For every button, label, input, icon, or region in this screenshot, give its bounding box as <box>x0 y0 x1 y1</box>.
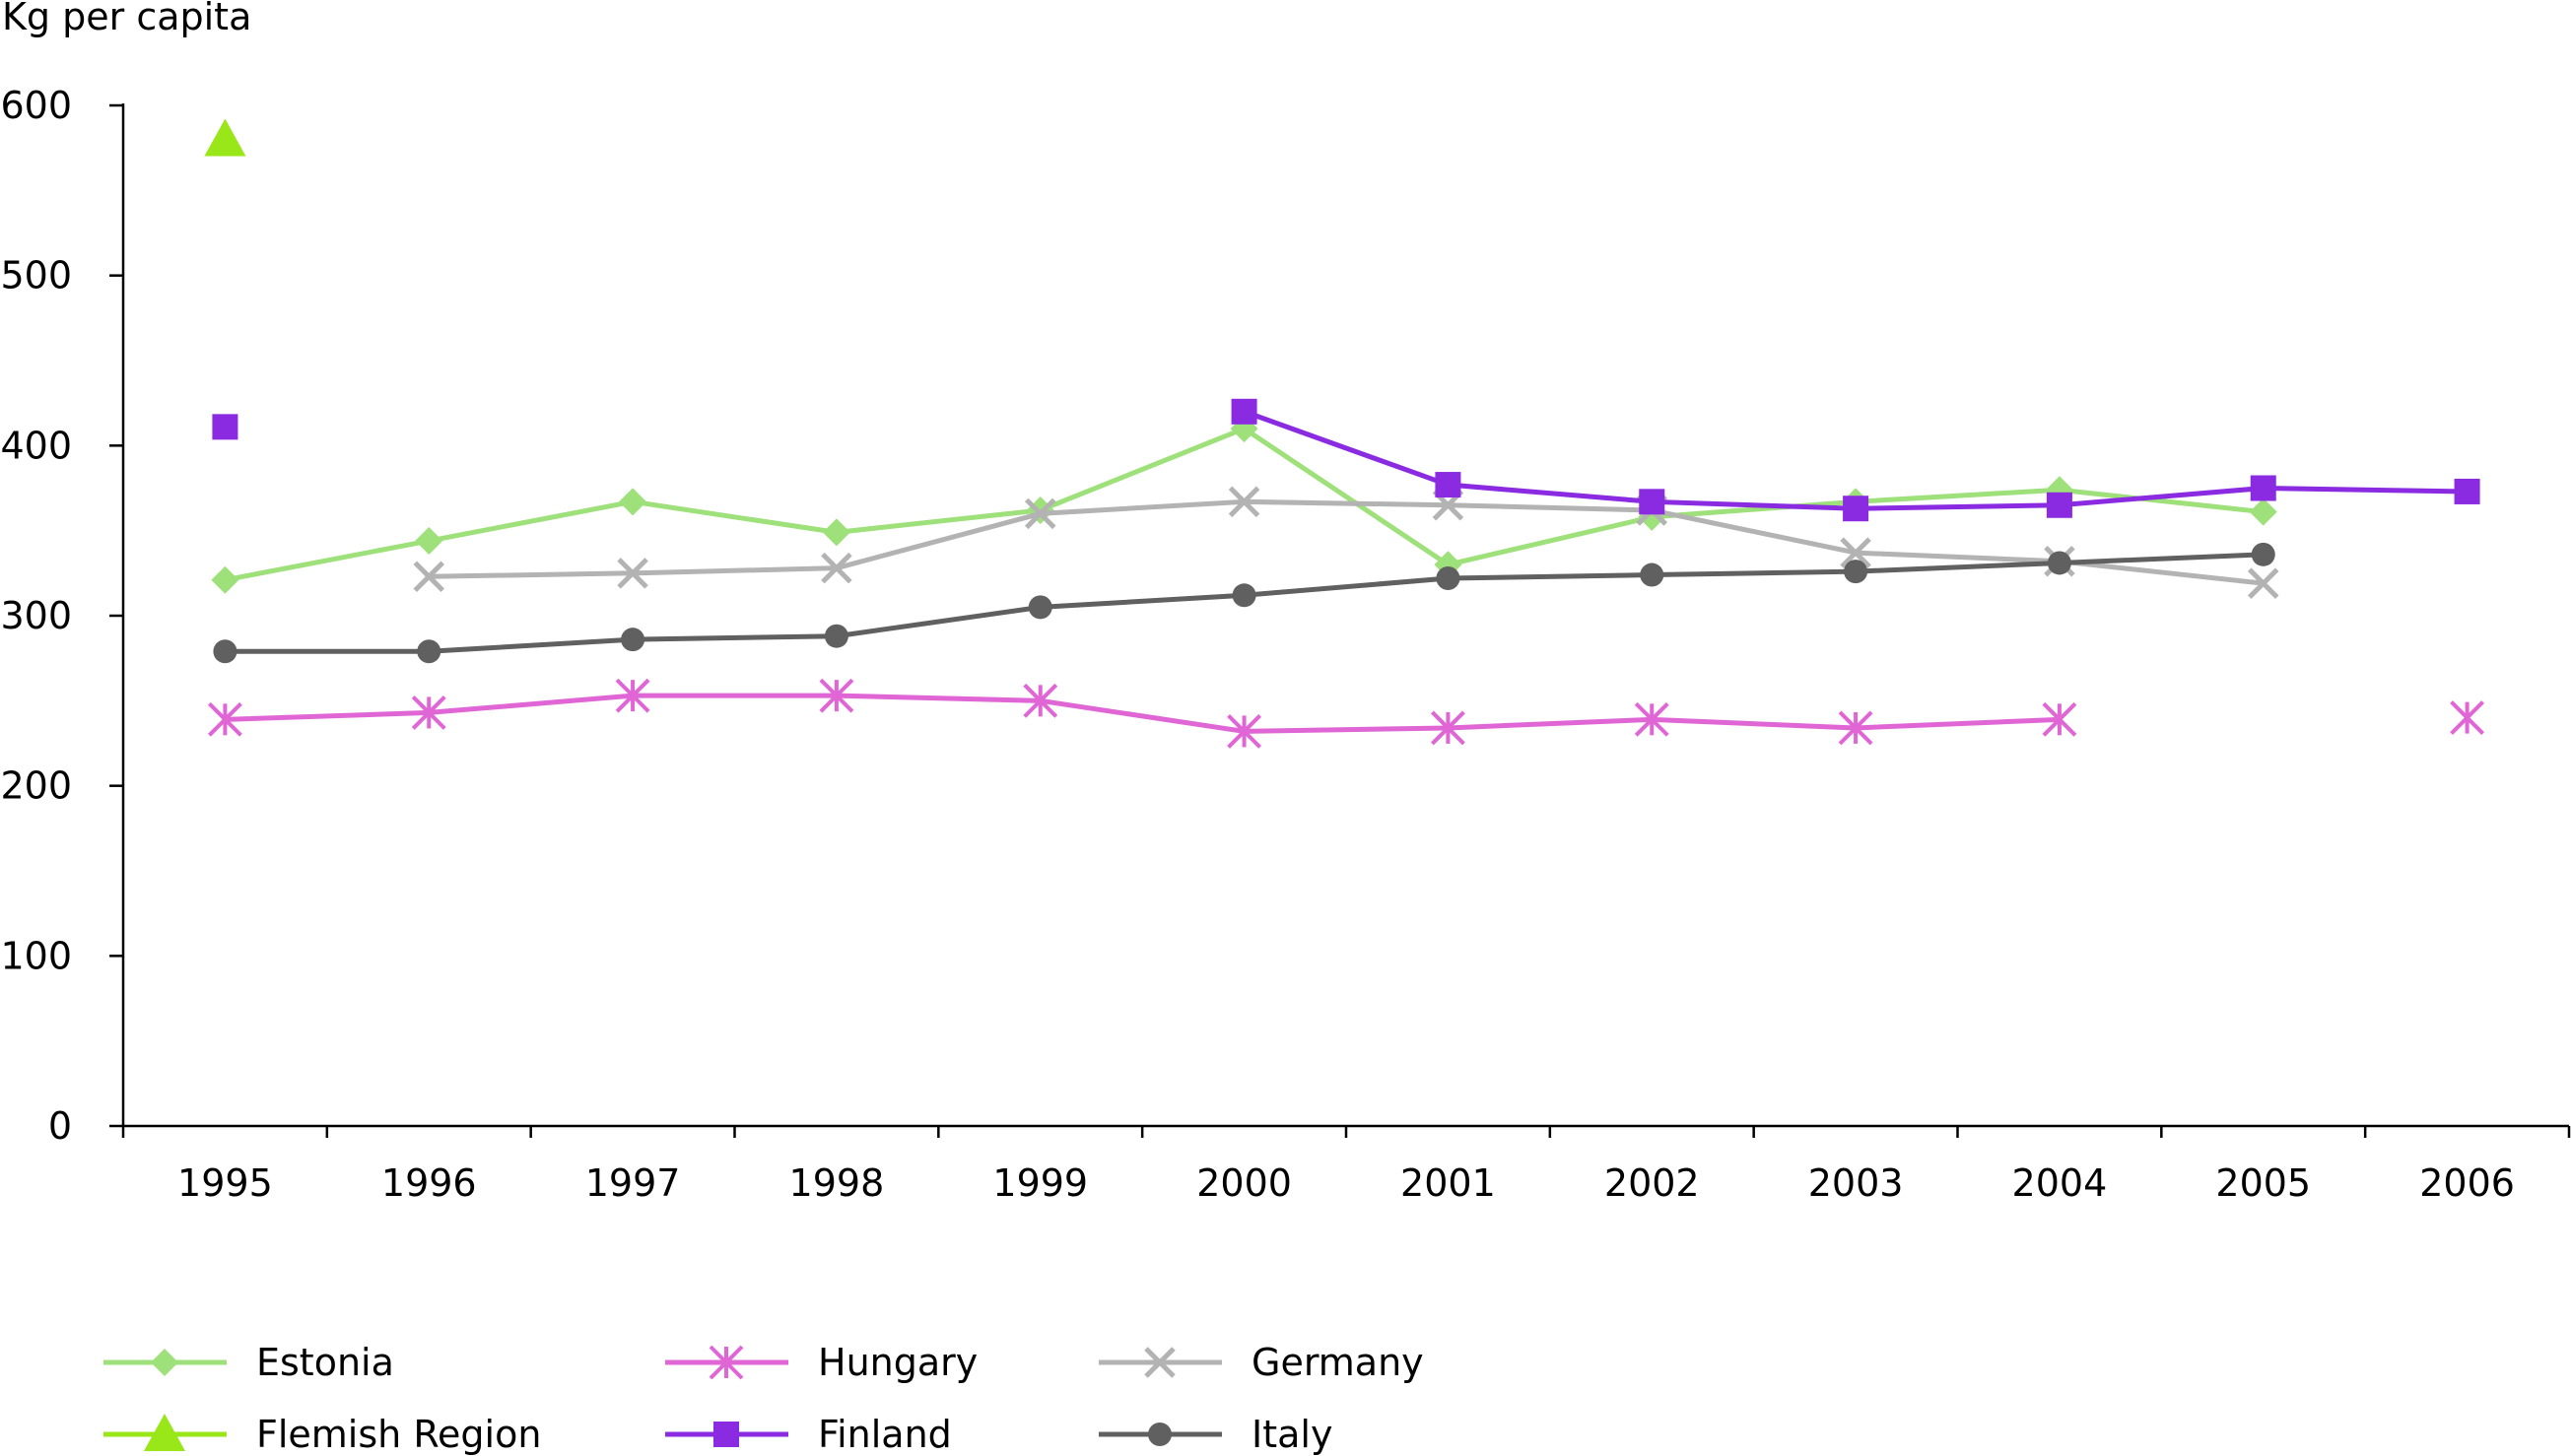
data-point-italy <box>2252 543 2275 566</box>
x-tick-label: 2006 <box>2419 1161 2515 1205</box>
legend-item-estonia: Estonia <box>103 1341 394 1384</box>
x-tick-label: 2000 <box>1196 1161 1292 1205</box>
series-flemish-region <box>204 119 245 157</box>
series-line-hungary <box>225 695 2060 731</box>
y-axis-title: Kg per capita <box>2 0 251 38</box>
legend-item-finland: Finland <box>665 1413 952 1456</box>
legend-marker <box>151 1349 178 1376</box>
data-point-finland <box>2047 493 2072 518</box>
legend-label: Hungary <box>818 1341 978 1384</box>
legend-label: Estonia <box>256 1341 394 1384</box>
x-tick-label: 1999 <box>992 1161 1088 1205</box>
data-point-finland <box>2455 479 2480 504</box>
series-italy <box>213 543 2274 663</box>
data-point-italy <box>417 639 440 663</box>
y-tick-label: 600 <box>0 84 72 127</box>
legend-label: Germany <box>1252 1341 1424 1384</box>
series-hungary <box>209 680 2482 747</box>
data-point-estonia <box>619 488 646 515</box>
legend: Estonia Hungary Germany Flemish Region Finla… <box>103 1341 1424 1456</box>
data-point-finland <box>212 414 237 439</box>
data-point-estonia <box>211 566 238 594</box>
legend-marker <box>713 1422 739 1447</box>
x-tick-label: 2004 <box>2012 1161 2108 1205</box>
data-point-finland <box>1435 472 1460 497</box>
y-axis-ticks: 0 100 200 300 400 500 600 <box>0 84 123 1148</box>
legend-label: Finland <box>818 1413 952 1456</box>
legend-label: Flemish Region <box>256 1413 541 1456</box>
data-point-italy <box>1436 566 1459 590</box>
chart: Kg per capita 0100200300400500600 1995 19… <box>0 0 2571 1456</box>
y-tick-label: 300 <box>0 594 72 637</box>
data-point-italy <box>1233 583 1256 607</box>
data-point-estonia <box>415 527 442 555</box>
series-layer <box>204 119 2482 748</box>
data-point-italy <box>213 639 237 663</box>
x-tick-label: 1995 <box>177 1161 273 1205</box>
y-tick-label: 500 <box>0 254 72 298</box>
legend-marker <box>1148 1423 1172 1446</box>
x-axis-ticks: 1995 1996 1997 1998 1999 2000 2001 2002 2003 2004… <box>123 1126 2569 1205</box>
data-point-estonia <box>823 518 850 546</box>
legend-item-germany: Germany <box>1099 1341 1424 1384</box>
x-tick-label: 2001 <box>1400 1161 1496 1205</box>
data-point-italy <box>1640 563 1663 587</box>
data-point-estonia <box>2250 498 2277 526</box>
y-tick-label: 200 <box>0 764 72 808</box>
legend-item-italy: Italy <box>1099 1413 1332 1456</box>
data-point-italy <box>1844 560 1867 583</box>
data-point-finland <box>1843 496 1868 521</box>
data-point-finland <box>1639 489 1664 514</box>
axes <box>123 103 2569 1126</box>
legend-item-hungary: Hungary <box>665 1341 978 1384</box>
data-point-finland <box>1232 399 1257 425</box>
legend-item-flemish-region: Flemish Region <box>103 1413 541 1456</box>
x-tick-label: 2005 <box>2215 1161 2311 1205</box>
x-tick-label: 1996 <box>381 1161 477 1205</box>
data-point-flemish-region <box>204 119 245 157</box>
data-point-finland <box>2251 476 2276 501</box>
x-tick-label: 2002 <box>1604 1161 1700 1205</box>
data-point-italy <box>825 625 848 648</box>
legend-label: Italy <box>1252 1413 1332 1456</box>
data-point-italy <box>2048 551 2071 574</box>
data-point-italy <box>621 628 644 651</box>
data-point-hungary <box>2452 702 2483 734</box>
x-tick-label: 2003 <box>1808 1161 1904 1205</box>
x-tick-label: 1998 <box>789 1161 885 1205</box>
y-tick-label: 100 <box>0 934 72 977</box>
data-point-italy <box>1029 595 1052 619</box>
y-tick-label: 400 <box>0 424 72 467</box>
y-tick-label: 0 <box>48 1104 72 1148</box>
x-tick-label: 1997 <box>585 1161 681 1205</box>
